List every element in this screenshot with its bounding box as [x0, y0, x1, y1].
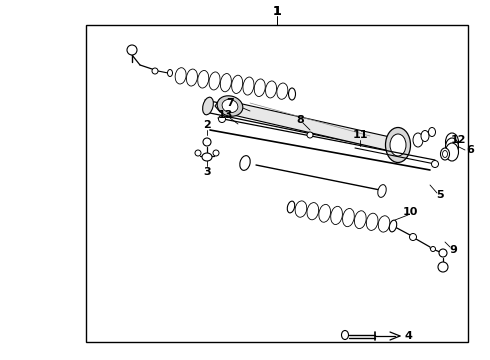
Ellipse shape: [213, 150, 219, 156]
Ellipse shape: [203, 97, 213, 115]
Ellipse shape: [428, 127, 436, 136]
Ellipse shape: [240, 156, 250, 170]
Ellipse shape: [289, 88, 295, 100]
Ellipse shape: [431, 247, 436, 252]
Ellipse shape: [354, 211, 366, 229]
Text: 11: 11: [352, 130, 368, 140]
Text: 2: 2: [203, 120, 211, 130]
Ellipse shape: [217, 96, 243, 116]
Ellipse shape: [254, 79, 265, 96]
Ellipse shape: [127, 45, 137, 55]
Ellipse shape: [378, 216, 390, 232]
Ellipse shape: [445, 143, 459, 161]
Ellipse shape: [319, 204, 331, 222]
Text: 12: 12: [450, 135, 466, 145]
Ellipse shape: [378, 185, 386, 197]
Ellipse shape: [198, 71, 209, 88]
Ellipse shape: [220, 73, 231, 92]
Ellipse shape: [295, 201, 307, 217]
Ellipse shape: [202, 153, 212, 161]
Ellipse shape: [307, 203, 318, 220]
Text: 9: 9: [449, 245, 457, 255]
Ellipse shape: [222, 99, 238, 113]
Ellipse shape: [410, 234, 416, 240]
Ellipse shape: [307, 132, 313, 138]
Ellipse shape: [343, 208, 354, 227]
Ellipse shape: [342, 330, 348, 339]
Text: 3: 3: [203, 167, 211, 177]
Bar: [86, 25, 468, 342]
Ellipse shape: [413, 133, 423, 147]
Text: 4: 4: [404, 331, 412, 341]
Text: 6: 6: [466, 145, 474, 155]
Text: 13: 13: [217, 110, 233, 120]
Ellipse shape: [442, 150, 447, 158]
Text: 1: 1: [272, 5, 281, 18]
Ellipse shape: [152, 68, 158, 74]
Text: 1: 1: [272, 5, 281, 18]
Ellipse shape: [175, 68, 186, 84]
Ellipse shape: [421, 131, 429, 141]
Ellipse shape: [389, 220, 397, 232]
Ellipse shape: [266, 81, 276, 98]
Ellipse shape: [367, 213, 378, 230]
Ellipse shape: [277, 83, 288, 99]
Ellipse shape: [386, 127, 411, 162]
Ellipse shape: [168, 69, 172, 77]
Ellipse shape: [186, 69, 197, 86]
Ellipse shape: [203, 138, 211, 146]
Ellipse shape: [441, 148, 449, 160]
Text: 10: 10: [402, 207, 417, 217]
Ellipse shape: [439, 249, 447, 257]
Ellipse shape: [390, 134, 406, 156]
Text: 8: 8: [296, 115, 304, 125]
Ellipse shape: [445, 133, 459, 151]
Ellipse shape: [195, 150, 201, 156]
Ellipse shape: [438, 262, 448, 272]
Ellipse shape: [219, 116, 225, 122]
Text: 7: 7: [226, 98, 234, 108]
Ellipse shape: [209, 72, 220, 90]
Polygon shape: [215, 99, 395, 151]
Ellipse shape: [287, 201, 294, 213]
Ellipse shape: [232, 75, 243, 94]
Ellipse shape: [243, 77, 254, 95]
Text: 5: 5: [436, 190, 444, 200]
Ellipse shape: [432, 161, 439, 167]
Ellipse shape: [445, 138, 459, 156]
Ellipse shape: [331, 206, 343, 225]
